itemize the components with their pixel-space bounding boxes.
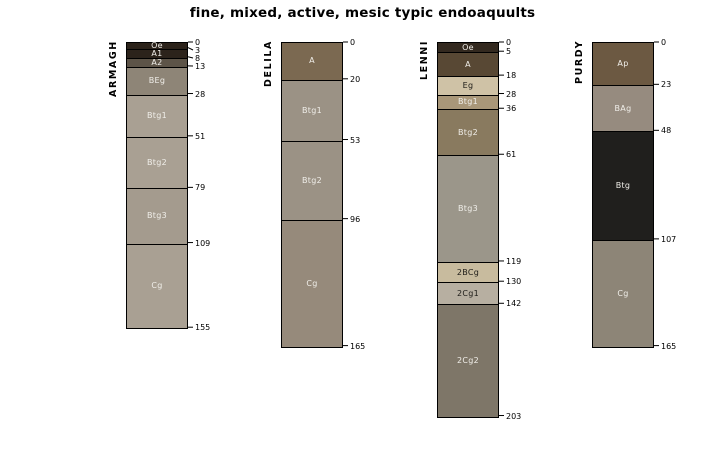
horizon-name-label: Eg — [462, 80, 474, 90]
horizon-name-label: 2Cg1 — [456, 288, 480, 298]
horizon-band-btg1: Btg1 — [438, 94, 498, 110]
horizon-name-label: BAg — [614, 103, 632, 113]
depth-label: 165 — [350, 341, 366, 351]
depth-label: 96 — [350, 214, 361, 224]
horizon-band-eg: Eg — [438, 76, 498, 95]
horizon-name-label: Cg — [306, 278, 318, 288]
horizon-name-label: Btg3 — [458, 204, 478, 214]
profile-column-lenni: Oe A Eg Btg1 Btg2 Btg3 2BCg 2Cg1 2Cg2 — [437, 42, 499, 418]
horizon-band-ap: Ap — [593, 43, 653, 86]
depth-label: 5 — [506, 47, 512, 57]
horizon-band-a: A — [438, 52, 498, 77]
profile-id-label: PURDY — [574, 39, 585, 84]
depth-label: 51 — [195, 131, 206, 141]
horizon-name-label: Btg2 — [302, 175, 322, 185]
depth-label: 61 — [506, 150, 517, 160]
horizon-band-cg: Cg — [282, 219, 342, 347]
horizon-band-a2: A2 — [127, 57, 187, 67]
profile-column-purdy: Ap BAg Btg Cg — [592, 42, 654, 348]
horizon-band-oe: Oe — [127, 40, 187, 50]
depth-label: 0 — [195, 38, 201, 47]
profile-column-delila: A Btg1 Btg2 Cg — [281, 42, 343, 348]
horizon-band-2cg1: 2Cg1 — [438, 282, 498, 305]
horizon-name-label: BEg — [148, 76, 166, 86]
horizon-name-label: Btg3 — [147, 211, 167, 221]
depth-label: 155 — [195, 323, 211, 333]
horizon-band-a1: A1 — [127, 48, 187, 58]
depth-tick-line — [187, 47, 194, 51]
horizon-name-label: Btg2 — [147, 158, 167, 168]
horizon-name-label: A — [465, 59, 471, 69]
depth-label: 119 — [506, 256, 522, 266]
horizon-name-label: A2 — [151, 57, 163, 67]
depth-label: 0 — [661, 38, 667, 47]
profile-id-label: LENNI — [419, 40, 430, 80]
horizon-band-a: A — [282, 43, 342, 80]
horizon-band-btg3: Btg3 — [438, 155, 498, 262]
depth-label: 23 — [661, 80, 672, 90]
depth-label: 3 — [195, 46, 201, 55]
horizon-band-btg1: Btg1 — [282, 79, 342, 141]
horizon-name-label: Cg — [617, 288, 629, 298]
horizon-band-beg: BEg — [127, 66, 187, 95]
horizon-name-label: Ap — [617, 59, 629, 69]
horizon-name-label: 2BCg — [456, 267, 480, 277]
depth-tick-line — [187, 56, 194, 59]
depth-label: 36 — [506, 104, 517, 114]
horizon-name-label: Btg1 — [302, 105, 322, 115]
depth-label: 0 — [506, 38, 512, 47]
horizon-name-label: 2Cg2 — [456, 355, 480, 365]
depth-label: 142 — [506, 299, 522, 309]
chart-title: fine, mixed, active, mesic typic endoaqu… — [189, 5, 536, 21]
horizon-band-oe: Oe — [438, 42, 498, 53]
horizon-band-bag: BAg — [593, 85, 653, 132]
depth-label: 48 — [661, 126, 672, 136]
horizon-name-label: A — [309, 56, 315, 66]
depth-label: 79 — [195, 183, 206, 193]
horizon-band-2bcg: 2BCg — [438, 261, 498, 283]
profile-id-label: ARMAGH — [108, 40, 119, 97]
horizon-name-label: A1 — [151, 48, 163, 58]
depth-label: 0 — [350, 38, 356, 47]
horizon-band-btg2: Btg2 — [127, 136, 187, 189]
profile-column-armagh: Oe A1 A2 BEg Btg1 Btg2 Btg3 Cg — [126, 40, 188, 330]
horizon-band-cg: Cg — [593, 239, 653, 347]
depth-label: 20 — [350, 74, 361, 84]
depth-label: 28 — [506, 89, 517, 99]
horizon-name-label: Cg — [151, 281, 163, 291]
horizon-name-label: Oe — [151, 40, 163, 50]
depth-label: 107 — [661, 234, 677, 244]
profile-id-label: DELILA — [263, 40, 274, 87]
horizon-name-label: Btg — [615, 181, 631, 191]
horizon-band-btg1: Btg1 — [127, 94, 187, 137]
horizon-band-btg2: Btg2 — [438, 109, 498, 156]
horizon-band-btg: Btg — [593, 131, 653, 240]
horizon-band-cg: Cg — [127, 243, 187, 329]
depth-label: 203 — [506, 411, 522, 421]
depth-label: 165 — [661, 341, 677, 351]
depth-label: 18 — [506, 71, 517, 81]
depth-label: 13 — [195, 62, 206, 71]
horizon-name-label: Btg2 — [458, 127, 478, 137]
depth-label: 53 — [350, 135, 361, 145]
horizon-band-btg2: Btg2 — [282, 140, 342, 220]
horizon-band-btg3: Btg3 — [127, 188, 187, 244]
depth-label: 109 — [195, 238, 211, 248]
horizon-name-label: Btg1 — [147, 111, 167, 121]
horizon-name-label: Btg1 — [458, 97, 478, 107]
depth-label: 130 — [506, 277, 522, 287]
horizon-name-label: Oe — [462, 42, 474, 52]
horizon-band-2cg2: 2Cg2 — [438, 304, 498, 417]
depth-label: 8 — [195, 54, 201, 63]
depth-label: 28 — [195, 89, 206, 99]
